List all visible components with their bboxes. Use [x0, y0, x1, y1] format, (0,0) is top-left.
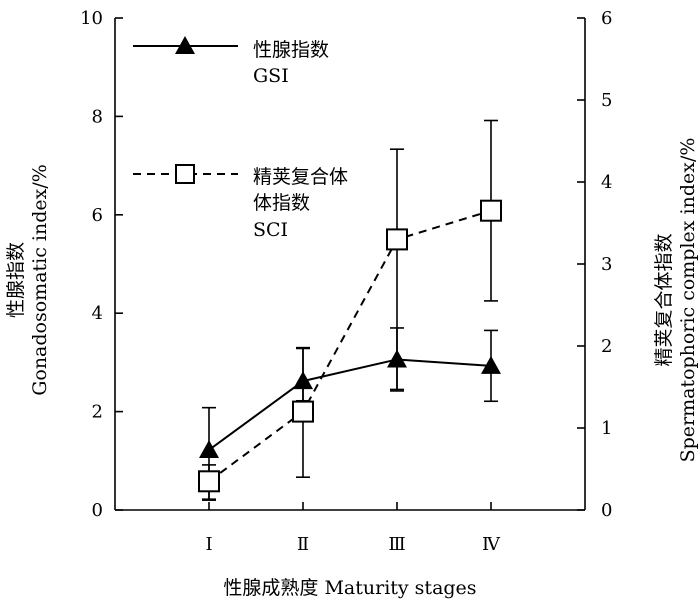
- right-y-ticks: 0 1 2 3 4 5 6: [577, 8, 612, 521]
- data-point-triangle: [481, 355, 501, 374]
- series-gsi: [199, 327, 501, 500]
- left-tick-label: 10: [80, 8, 103, 29]
- right-tick-label: 6: [601, 8, 612, 29]
- series-line: [208, 358, 492, 451]
- legend-sci-label-line-1: 精荚复合体: [253, 166, 348, 188]
- right-tick-label: 4: [601, 172, 612, 193]
- legend-entry-sci: 精荚复合体 体指数 SCI: [133, 164, 348, 241]
- x-ticks: Ⅰ Ⅱ Ⅲ Ⅳ: [205, 502, 501, 555]
- right-axis-title-line-1: 精荚复合体指数: [653, 233, 675, 366]
- legend: 性腺指数 GSI 精荚复合体 体指数 SCI: [133, 36, 348, 241]
- series-layer: [198, 119, 502, 501]
- data-point-triangle: [199, 439, 219, 458]
- x-tick-label: Ⅲ: [388, 534, 405, 555]
- x-tick-label: Ⅰ: [205, 534, 212, 555]
- data-point-square: [480, 199, 502, 222]
- data-point-square: [386, 228, 408, 251]
- data-point-square: [198, 470, 220, 493]
- legend-gsi-label-line-1: 性腺指数: [253, 39, 329, 61]
- right-axis-title-line-2: Spermatophoric complex index/%: [677, 138, 699, 463]
- left-axis-title-line-2: Gonadosomatic index/%: [29, 164, 51, 396]
- left-tick-label: 8: [92, 106, 103, 127]
- right-axis-title: 精荚复合体指数 Spermatophoric complex index/%: [653, 138, 699, 463]
- left-axis-title: 性腺指数 Gonadosomatic index/%: [5, 164, 51, 396]
- legend-gsi-marker: [175, 36, 195, 54]
- right-tick-label: 1: [601, 418, 612, 439]
- left-tick-label: 2: [92, 402, 103, 423]
- right-tick-label: 0: [601, 500, 612, 521]
- data-point-square: [292, 400, 314, 423]
- legend-entry-gsi: 性腺指数 GSI: [133, 36, 329, 87]
- left-y-ticks: 0 2 4 6 8 10: [80, 8, 123, 521]
- right-tick-label: 5: [601, 90, 612, 111]
- series-sci: [198, 119, 502, 501]
- series-line: [208, 209, 492, 483]
- legend-sci-label-line-2: 体指数: [253, 192, 310, 214]
- left-tick-label: 0: [92, 500, 103, 521]
- left-tick-label: 4: [92, 303, 103, 324]
- x-tick-label: Ⅳ: [482, 534, 501, 555]
- left-axis-title-line-1: 性腺指数: [5, 242, 27, 318]
- legend-sci-marker: [175, 164, 195, 184]
- plot-frame: [114, 18, 586, 511]
- x-axis-title: 性腺成熟度 Maturity stages: [223, 577, 476, 599]
- legend-gsi-label-line-2: GSI: [253, 65, 289, 87]
- legend-sci-label-line-3: SCI: [253, 219, 288, 241]
- right-tick-label: 3: [601, 254, 612, 275]
- right-tick-label: 2: [601, 336, 612, 357]
- left-tick-label: 6: [92, 205, 103, 226]
- x-tick-label: Ⅱ: [297, 534, 309, 555]
